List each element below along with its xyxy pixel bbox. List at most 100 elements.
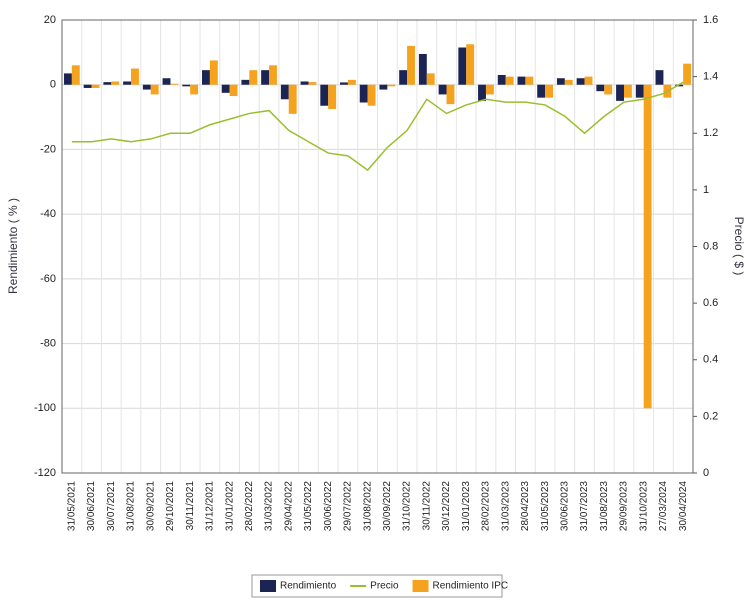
y-tick-label: -120	[34, 467, 56, 479]
x-tick-label: 28/02/2022	[244, 481, 255, 531]
bar	[584, 76, 593, 85]
bar	[478, 84, 486, 101]
x-tick-label: 31/05/2022	[303, 481, 314, 531]
bar	[655, 70, 664, 85]
legend-swatch	[412, 580, 429, 592]
y-tick-label: 20	[44, 14, 56, 26]
x-tick-label: 31/08/2023	[599, 481, 610, 531]
bar	[576, 78, 585, 85]
bar	[280, 84, 289, 100]
y2-tick-label: 1.4	[703, 71, 718, 83]
x-tick-label: 29/04/2022	[283, 481, 294, 531]
y-tick-label: -40	[40, 208, 56, 220]
x-tick-label: 29/10/2021	[165, 481, 176, 531]
bar	[525, 76, 534, 85]
y2-tick-label: 1.6	[703, 14, 718, 26]
bar	[300, 81, 309, 85]
y2-tick-label: 0.4	[703, 354, 718, 366]
bar	[643, 84, 652, 409]
y2-tick-label: 0.6	[703, 297, 718, 309]
bar	[229, 84, 238, 97]
y-tick-label: -20	[40, 143, 56, 155]
bar	[545, 84, 553, 98]
bar	[604, 84, 613, 95]
x-tick-label: 31/05/2021	[67, 481, 78, 531]
bar	[288, 84, 297, 114]
bar	[162, 78, 171, 85]
legend-box	[251, 574, 503, 598]
bar	[103, 82, 112, 85]
bar	[249, 70, 258, 85]
x-tick-label: 27/03/2024	[658, 481, 669, 531]
legend-label: Precio	[370, 581, 399, 592]
y-tick-label: -80	[40, 337, 56, 349]
y-axis-title: Rendimiento ( % )	[6, 198, 20, 294]
x-tick-label: 28/02/2023	[481, 481, 492, 531]
legend: Rendimiento Precio Rendimiento IPC	[251, 574, 509, 598]
legend-swatch	[260, 580, 276, 592]
x-tick-label: 30/04/2024	[678, 481, 689, 531]
bar	[623, 84, 632, 98]
x-tick-label: 30/11/2021	[185, 481, 196, 531]
bar	[458, 47, 467, 85]
x-tick-label: 31/08/2021	[126, 481, 137, 531]
bar	[91, 84, 100, 88]
bar	[418, 53, 427, 85]
y2-tick-label: 0.2	[703, 410, 718, 422]
bar	[308, 82, 317, 85]
bar	[485, 84, 494, 95]
bar	[328, 84, 337, 109]
x-tick-label: 31/08/2022	[362, 481, 373, 531]
x-tick-label: 30/06/2023	[559, 481, 570, 531]
bar	[616, 84, 624, 101]
bar	[123, 81, 132, 85]
bar	[675, 84, 684, 87]
bar	[190, 84, 199, 95]
bar	[466, 44, 475, 85]
legend-label: Rendimiento IPC	[433, 581, 509, 592]
bar	[505, 76, 514, 85]
x-tick-label: 30/09/2021	[145, 481, 156, 531]
x-tick-label: 30/11/2022	[421, 481, 432, 531]
bar	[209, 60, 218, 85]
x-tick-label: 31/01/2023	[461, 481, 472, 531]
bar	[438, 84, 447, 95]
bar	[111, 81, 120, 85]
y2-tick-label: 0	[703, 467, 709, 479]
bar	[202, 70, 210, 85]
bar	[150, 84, 159, 95]
bar	[399, 70, 408, 85]
bar	[142, 84, 151, 90]
x-tick-label: 31/10/2023	[638, 481, 649, 531]
x-tick-label: 30/06/2022	[323, 481, 334, 531]
bar	[269, 65, 277, 85]
bar	[359, 84, 368, 103]
bar	[379, 84, 388, 90]
bar	[446, 84, 455, 105]
y2-tick-label: 1	[703, 184, 709, 196]
bar	[497, 75, 506, 85]
bar	[340, 82, 348, 85]
bar	[63, 73, 72, 85]
bar	[347, 79, 356, 85]
x-tick-label: 31/10/2022	[402, 481, 413, 531]
bar	[517, 76, 526, 85]
x-tick-label: 31/05/2023	[540, 481, 551, 531]
bar	[367, 84, 376, 106]
plot-frame	[61, 19, 694, 474]
bar	[221, 84, 230, 93]
bar	[387, 84, 396, 87]
price-line	[71, 81, 684, 172]
bar	[241, 79, 250, 85]
x-tick-label: 28/04/2023	[520, 481, 531, 531]
x-tick-label: 30/12/2022	[441, 481, 452, 531]
y-tick-label: -60	[40, 273, 56, 285]
x-tick-label: 31/01/2022	[224, 481, 235, 531]
y2-tick-label: 0.8	[703, 240, 718, 252]
y2-axis-title: Precio ( $ )	[732, 217, 746, 276]
bar	[556, 78, 565, 85]
y-tick-label: 0	[50, 79, 56, 91]
bar	[635, 84, 644, 98]
bar	[537, 84, 546, 98]
